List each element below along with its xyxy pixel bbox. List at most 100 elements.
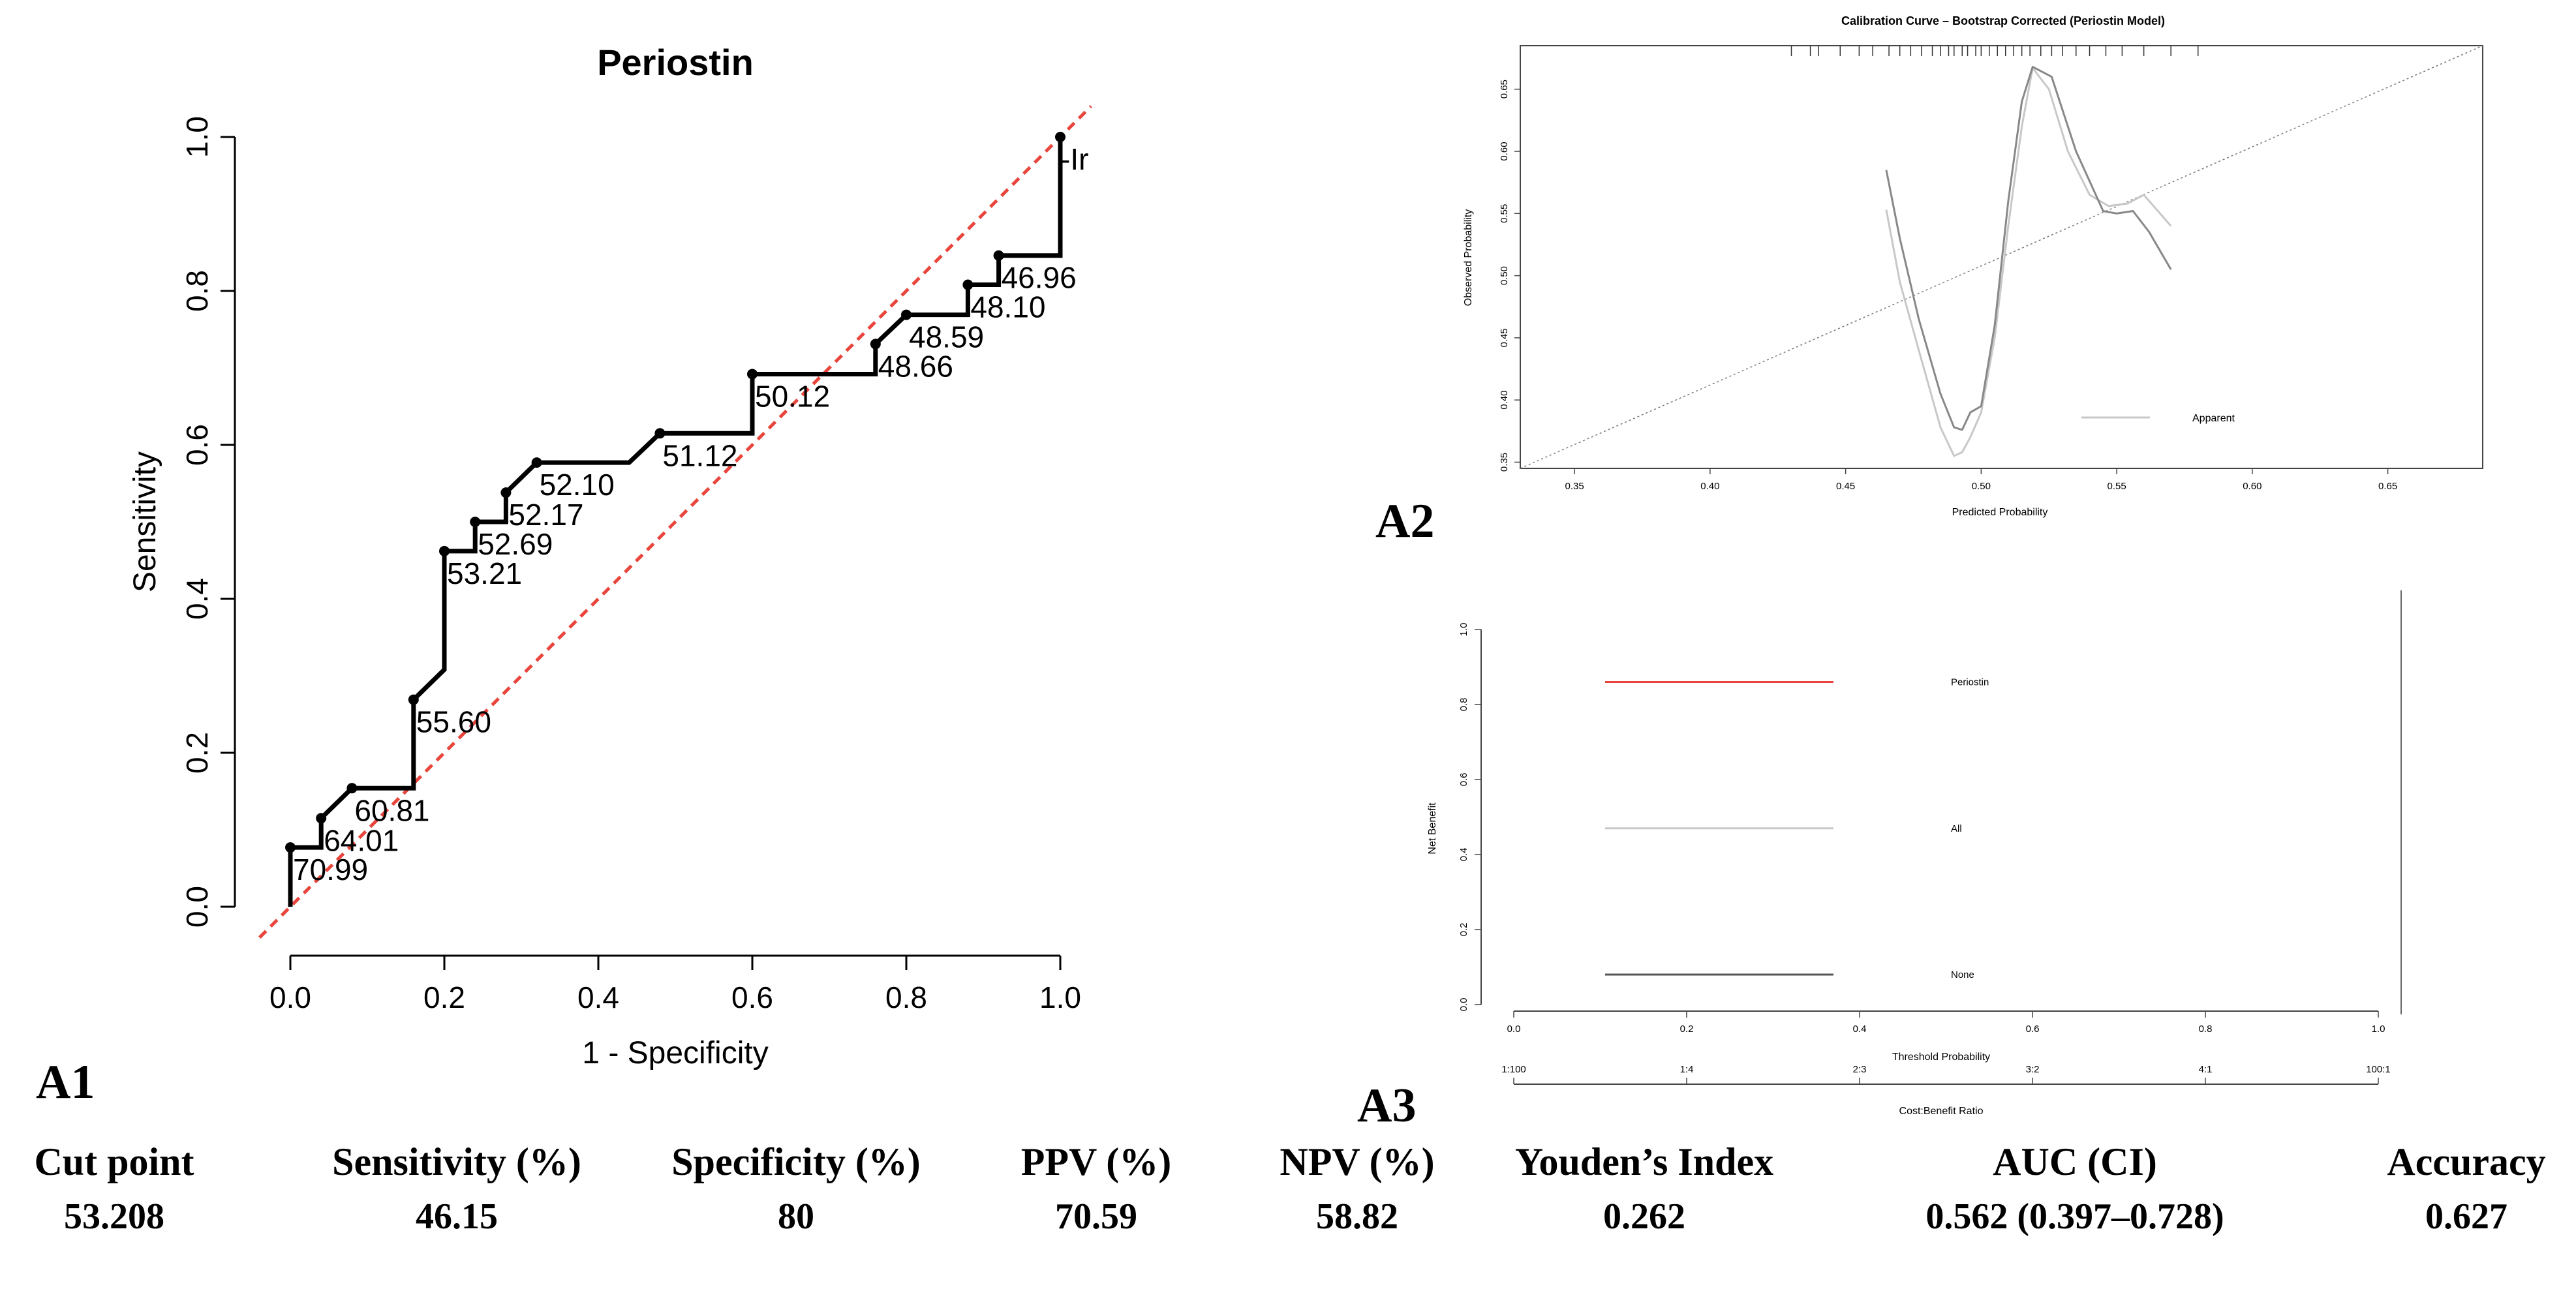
roc-point: [654, 428, 666, 439]
decision-curve-axes: 0.0 0.2 0.4 0.6 0.8 1.0 0.0 0.2 0.4 0.6 0.8 1.0 1:10…: [1458, 590, 2402, 1085]
roc-point: [285, 842, 296, 853]
metric-header: Cut point: [34, 1140, 194, 1183]
dca-ratio-tick-label: 4:1: [2199, 1064, 2213, 1075]
roc-point-label: 48.66: [878, 349, 953, 383]
calibration-frame: [1520, 45, 2483, 469]
calibration-x-tick-label: 0.65: [2378, 481, 2397, 492]
calibration-series-line: [1885, 67, 2172, 457]
roc-y-tick-label: 0.0: [180, 886, 214, 928]
roc-x-tick-label: 0.8: [885, 980, 927, 1014]
calibration-ylabel: Observed Probability: [1463, 209, 1474, 307]
metric-value: 58.82: [1316, 1196, 1398, 1237]
roc-point-label: 55.60: [416, 705, 491, 739]
dca-x-tick-label: 0.8: [2199, 1024, 2213, 1035]
dca-legend-label: All: [1951, 823, 1962, 834]
calibration-y-tick-label: 0.55: [1499, 204, 1510, 223]
roc-x-tick-label: 0.4: [577, 980, 619, 1014]
roc-point-label: 52.17: [508, 498, 583, 532]
calibration-x-tick-label: 0.35: [1565, 481, 1584, 492]
calibration-axes: 0.35 0.40 0.45 0.50 0.55 0.60 0.65 0.35 0.40 0.45…: [1499, 45, 2483, 492]
roc-point-label: 52.10: [540, 468, 615, 502]
calibration-x-tick-label: 0.50: [1972, 481, 1991, 492]
calibration-y-tick-label: 0.35: [1499, 453, 1510, 472]
roc-point: [993, 250, 1004, 261]
metric-value: 80: [778, 1196, 814, 1237]
dca-legend-label: Periostin: [1951, 677, 1989, 688]
roc-point: [901, 309, 912, 320]
metric-header: Specificity (%): [671, 1140, 921, 1183]
panel-label-a1: A1: [36, 1055, 95, 1109]
calibration-y-tick-label: 0.50: [1499, 266, 1510, 285]
dca-ratio-tick-label: 1:4: [1680, 1064, 1694, 1075]
dca-x-tick-label: 0.4: [1853, 1024, 1867, 1035]
calibration-rug: [1790, 46, 2199, 56]
roc-point-label: 50.12: [755, 379, 830, 413]
roc-point: [439, 545, 450, 556]
roc-point: [408, 694, 419, 705]
panel-label-a2: A2: [1375, 494, 1435, 548]
roc-point-label: -Ir: [1060, 142, 1088, 176]
roc-y-tick-label: 0.6: [180, 424, 214, 466]
roc-point-label: 48.10: [970, 290, 1045, 324]
decision-curve-xlabel: Threshold Probability: [1892, 1052, 1990, 1063]
calibration-x-tick-label: 0.55: [2107, 481, 2126, 492]
roc-point: [470, 517, 481, 527]
roc-point: [1055, 132, 1066, 142]
roc-chart: Periostin 0.0 0.2 0.4 0.6 0.8 1.0 0.0 0.2 0.4 0.6…: [128, 42, 1092, 1070]
calibration-series: [1885, 65, 2172, 457]
roc-x-tick-label: 0.0: [269, 980, 311, 1014]
dca-x-tick-label: 0.6: [2026, 1024, 2040, 1035]
calibration-title: Calibration Curve – Bootstrap Corrected …: [1841, 14, 2165, 27]
metric-ppv: PPV (%) 70.59: [998, 1138, 1194, 1241]
dca-ratio-tick-label: 3:2: [2026, 1064, 2040, 1075]
roc-point-label: 46.96: [1002, 261, 1077, 295]
metric-sensitivity: Sensitivity (%) 46.15: [307, 1138, 607, 1241]
metrics-table: Cut point 53.208 Sensitivity (%) 46.15 S…: [0, 1138, 2576, 1256]
dca-y-tick-label: 1.0: [1458, 623, 1469, 637]
calibration-y-tick-label: 0.60: [1499, 142, 1510, 160]
metric-youden: Youden’s Index 0.262: [1494, 1138, 1794, 1241]
dca-x-tick-label: 0.0: [1507, 1024, 1521, 1035]
roc-point: [747, 369, 758, 380]
calibration-series-line: [1885, 65, 2172, 431]
panel-label-a3: A3: [1357, 1079, 1417, 1132]
roc-point-label: 53.21: [447, 556, 522, 590]
dca-legend-label: None: [1951, 969, 1974, 980]
decision-curve-legend: Periostin All None: [1605, 677, 1989, 980]
roc-point: [346, 783, 358, 794]
calibration-x-tick-label: 0.60: [2243, 481, 2262, 492]
calibration-y-tick-label: 0.40: [1499, 391, 1510, 410]
roc-ylabel: Sensitivity: [128, 451, 162, 592]
roc-axes: 0.0 0.2 0.4 0.6 0.8 1.0 0.0 0.2 0.4 0.6 0.8 1.0: [180, 116, 1081, 1014]
roc-point: [962, 279, 974, 290]
roc-xlabel: 1 - Specificity: [582, 1036, 768, 1070]
dca-ratio-tick-label: 1:100: [1501, 1064, 1526, 1075]
metric-value: 70.59: [1055, 1196, 1137, 1237]
roc-point-label: 48.59: [909, 320, 984, 354]
decision-curve-xlabel2: Cost:Benefit Ratio: [1899, 1106, 1984, 1117]
metric-value: 0.562 (0.397–0.728): [1925, 1196, 2224, 1237]
dca-y-tick-label: 0.0: [1458, 998, 1469, 1012]
dca-ratio-tick-label: 100:1: [2366, 1064, 2391, 1075]
metric-specificity: Specificity (%) 80: [646, 1138, 946, 1241]
metric-value: 0.627: [2425, 1196, 2507, 1237]
metric-header: Youden’s Index: [1514, 1140, 1774, 1183]
roc-point: [870, 339, 881, 350]
roc-point-label: 51.12: [662, 438, 737, 472]
roc-y-tick-label: 0.4: [180, 578, 214, 620]
dca-x-tick-label: 0.2: [1680, 1024, 1694, 1035]
metric-value: 46.15: [416, 1196, 498, 1237]
metric-header: PPV (%): [1020, 1140, 1172, 1183]
roc-x-tick-label: 0.2: [423, 980, 465, 1014]
calibration-xlabel: Predicted Probability: [1952, 507, 2048, 518]
roc-point-label: 64.01: [324, 823, 399, 857]
dca-y-tick-label: 0.6: [1458, 773, 1469, 787]
roc-y-tick-label: 0.2: [180, 732, 214, 774]
metric-header: NPV (%): [1280, 1140, 1435, 1183]
dca-y-tick-label: 0.2: [1458, 923, 1469, 937]
calibration-x-tick-label: 0.40: [1700, 481, 1719, 492]
roc-reference-line: [258, 105, 1092, 939]
dca-x-tick-label: 1.0: [2372, 1024, 2385, 1035]
metric-accuracy: Accuracy 0.627: [2375, 1138, 2558, 1241]
dca-ratio-tick-label: 2:3: [1853, 1064, 1867, 1075]
